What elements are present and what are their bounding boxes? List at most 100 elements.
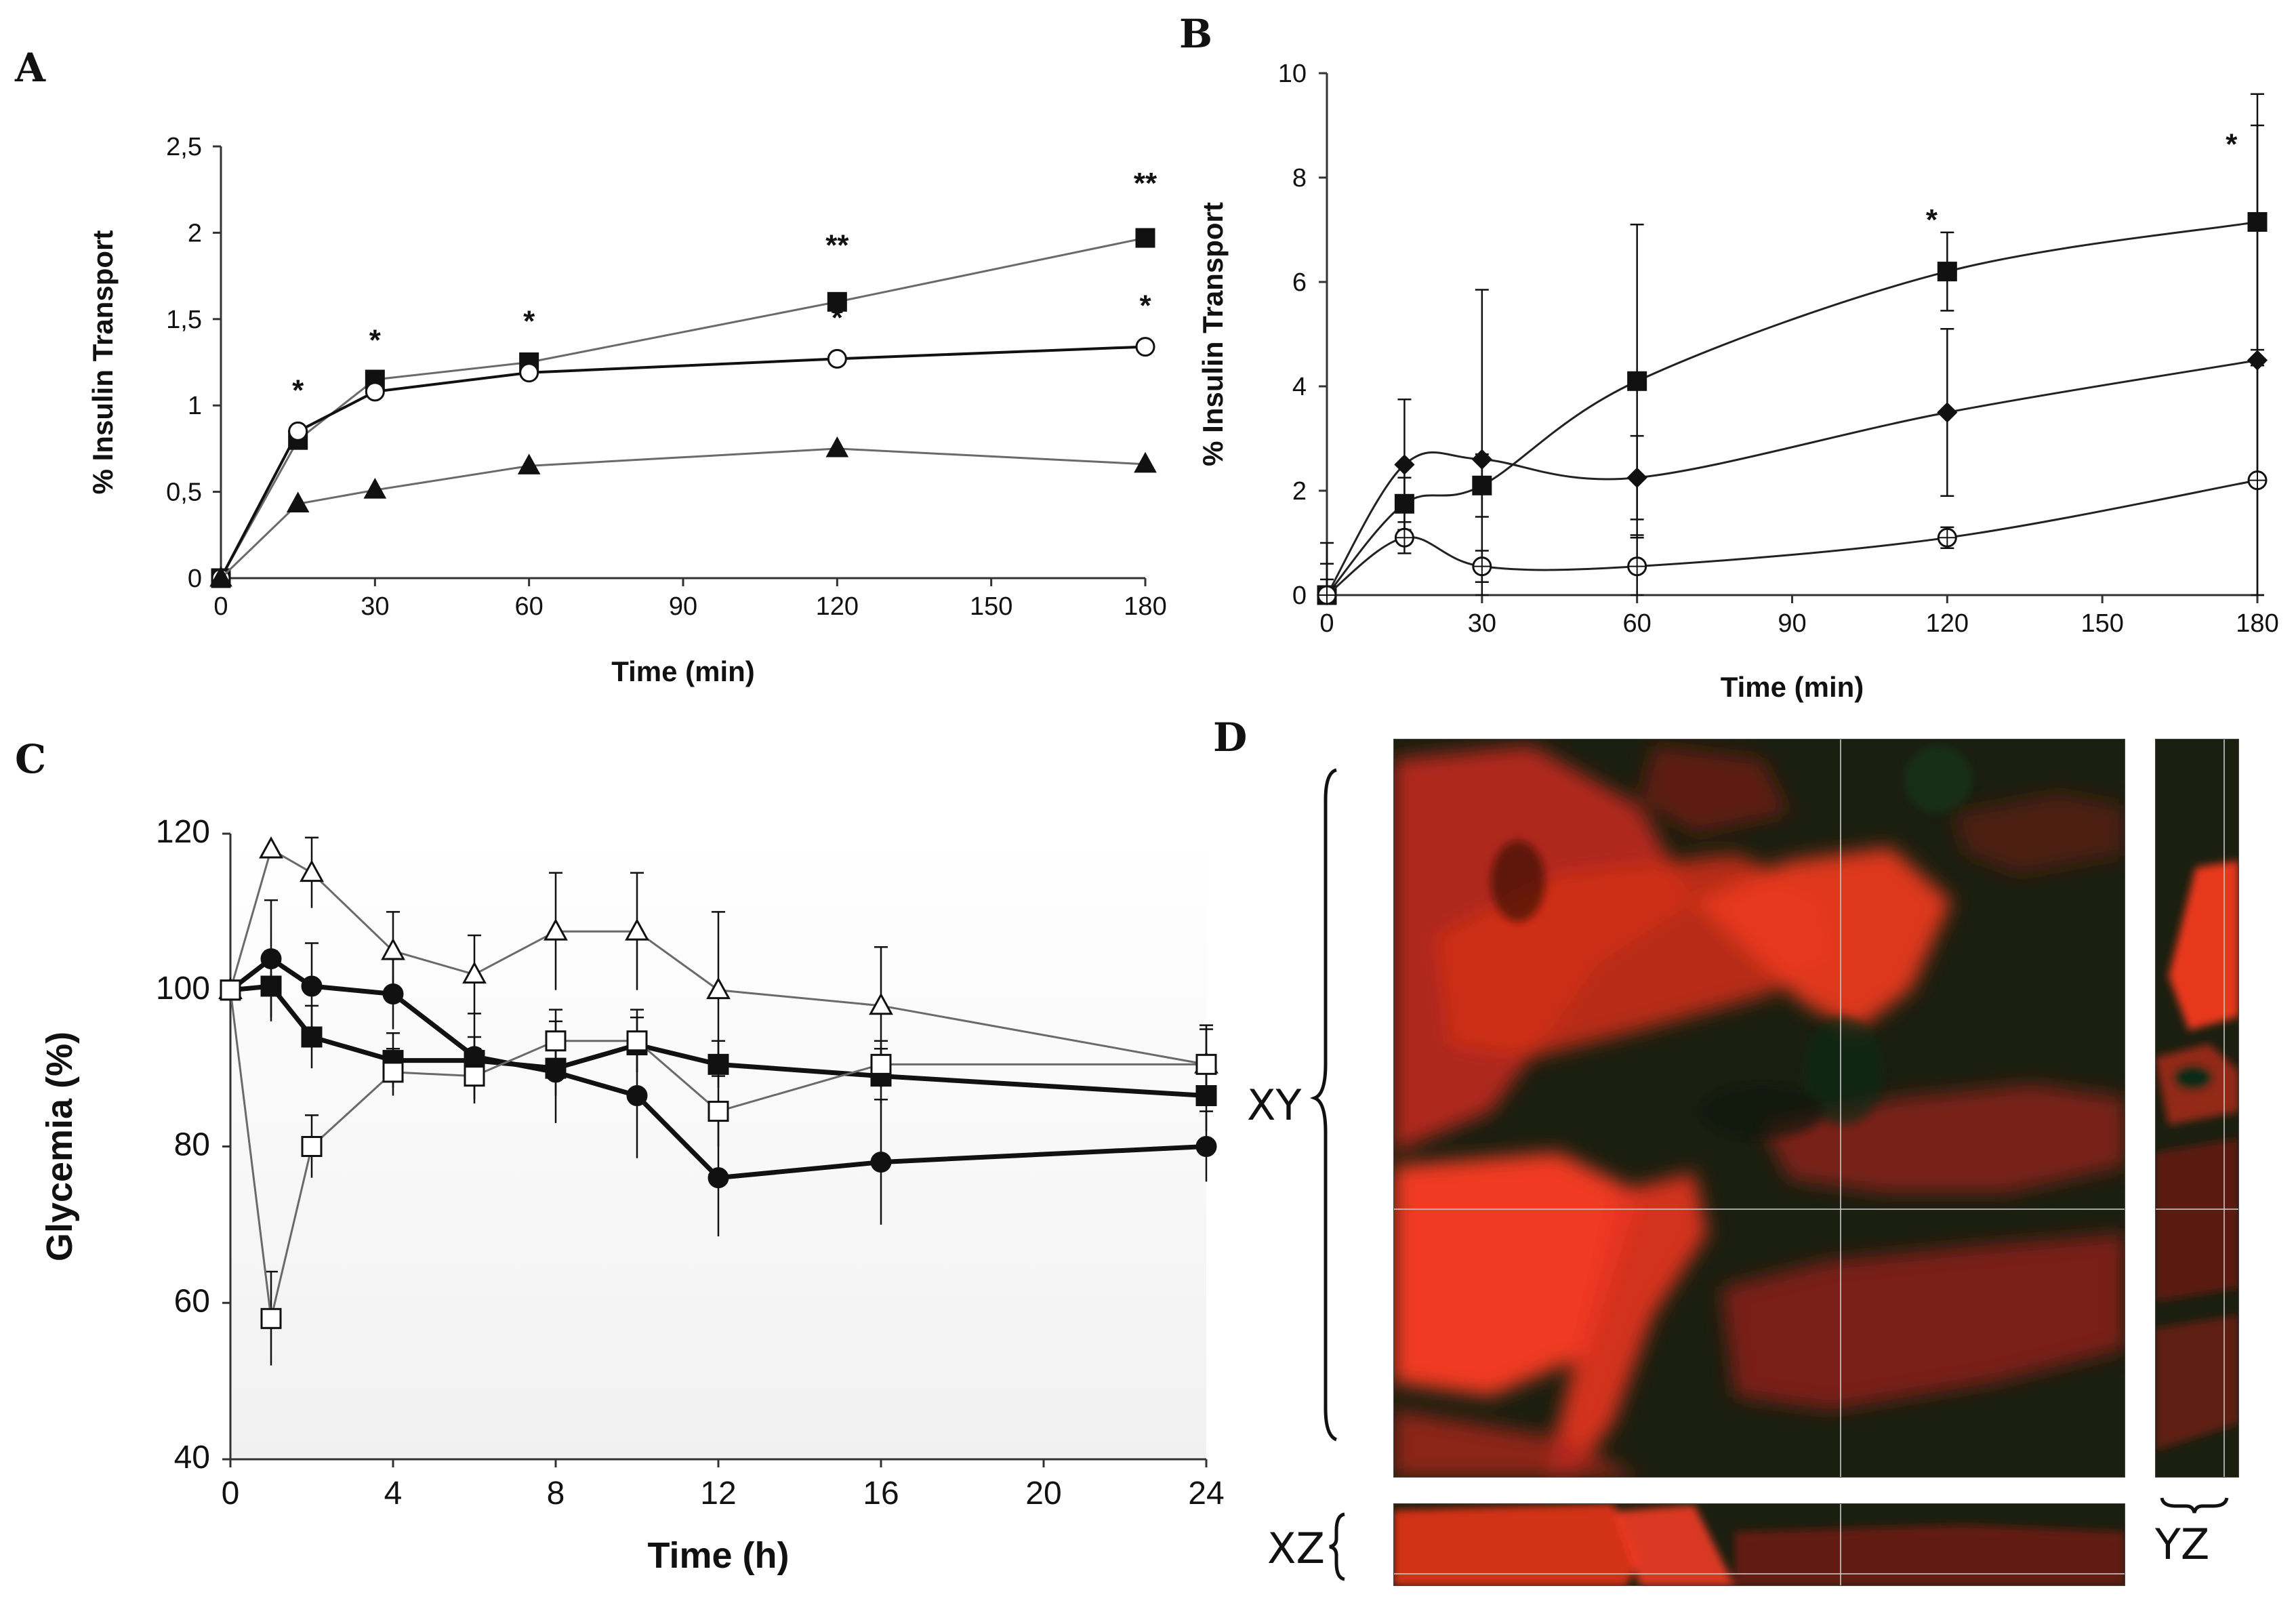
- chart-a: 0 30 60 90 120 150 180 0 0,5 1 1,5 2 2,5 Time (min) % …: [87, 133, 1167, 687]
- data-point: [209, 565, 232, 587]
- data-point: [382, 983, 404, 1005]
- series-line: [229, 847, 1207, 1065]
- data-point: [301, 1026, 323, 1048]
- significance-marker: *: [523, 305, 535, 338]
- series-open-circles: [1317, 364, 2268, 605]
- data-point: [626, 1085, 648, 1107]
- y-tick-label: 100: [156, 971, 210, 1007]
- x-tick-label: 0: [222, 1476, 240, 1511]
- panel-letter-a: A: [14, 45, 46, 91]
- x-tick-label: 20: [1025, 1476, 1061, 1511]
- x-tick-label: 4: [384, 1476, 403, 1511]
- y-tick-label: 4: [1292, 373, 1307, 401]
- y-axis-label: % Insulin Transport: [1197, 202, 1229, 466]
- significance-marker: *: [2226, 127, 2238, 161]
- data-point: [825, 436, 849, 458]
- series-line: [220, 237, 1146, 579]
- data-point: [260, 975, 282, 997]
- series-filled-diamonds: [1316, 124, 2268, 606]
- y-tick-label: 80: [174, 1127, 210, 1163]
- x-tick-label: 120: [816, 592, 859, 621]
- xy-image: [1393, 739, 2125, 1478]
- y-tick-label: 10: [1278, 60, 1307, 88]
- data-point: [382, 1061, 404, 1083]
- series-line: [230, 983, 1207, 1099]
- y-tick-label: 2: [188, 219, 202, 247]
- xz-brace: [1329, 1512, 1345, 1581]
- series-filled-triangles: [209, 436, 1157, 587]
- x-tick-label: 0: [213, 592, 228, 621]
- significance-marker: **: [825, 229, 849, 262]
- data-point: [363, 477, 387, 499]
- x-tick-label: 12: [700, 1476, 736, 1511]
- xy-brace: [1309, 768, 1338, 1442]
- x-tick-label: 150: [2080, 609, 2123, 638]
- x-tick-label: 90: [669, 592, 697, 621]
- y-tick-label: 0,5: [166, 479, 202, 507]
- x-tick-label: 60: [1623, 609, 1652, 638]
- series-open-triangles: [218, 836, 1218, 1104]
- data-point: [517, 453, 541, 474]
- data-point: [1626, 467, 1647, 488]
- data-point: [870, 1053, 892, 1075]
- series-line: [1326, 479, 2258, 596]
- data-point: [626, 1030, 648, 1052]
- significance-marker: *: [292, 374, 304, 407]
- x-tick-label: 180: [1124, 592, 1166, 621]
- xy-label: XY: [1247, 1080, 1301, 1130]
- significance-marker: *: [369, 324, 382, 357]
- data-point: [220, 979, 241, 1001]
- data-point: [1134, 451, 1157, 473]
- y-tick-label: 1,5: [166, 306, 202, 334]
- data-point: [708, 1167, 729, 1189]
- data-point: [365, 382, 385, 402]
- y-tick-label: 60: [174, 1283, 210, 1319]
- y-tick-label: 2: [1292, 477, 1307, 506]
- y-tick-label: 120: [156, 814, 210, 850]
- data-point: [1135, 337, 1155, 357]
- series-line: [1326, 220, 2258, 596]
- data-point: [708, 1101, 729, 1122]
- microscopy-panel: XY XZ YZ: [1247, 739, 2239, 1586]
- data-point: [708, 1053, 729, 1075]
- data-point: [544, 918, 568, 941]
- panel-letter-d: D: [1213, 714, 1247, 760]
- y-tick-label: 1: [188, 392, 202, 420]
- data-point: [301, 1136, 323, 1157]
- panel-letter-c: C: [15, 736, 46, 782]
- x-tick-label: 90: [1778, 609, 1806, 638]
- series-line: [1326, 359, 2258, 596]
- data-point: [1135, 228, 1155, 248]
- data-point: [827, 291, 847, 312]
- chart-b: 0 30 60 90 120 150 180 0 2 4 6 8 10 Time (min) % Insul…: [1197, 60, 2279, 703]
- data-point: [1195, 1136, 1217, 1157]
- x-axis-label: Time (min): [611, 655, 755, 687]
- data-point: [1471, 449, 1492, 470]
- y-axis-label: Glycemia (%): [39, 1032, 80, 1261]
- data-point: [1627, 371, 1647, 391]
- significance-marker: *: [1139, 289, 1151, 323]
- data-point: [1937, 402, 1958, 423]
- y-tick-label: 0: [1292, 582, 1307, 610]
- significance-marker: *: [832, 302, 844, 335]
- series-filled-squares: [1317, 93, 2268, 605]
- series-line: [220, 345, 1146, 579]
- y-tick-label: 2,5: [166, 133, 202, 161]
- data-point: [545, 1030, 567, 1052]
- data-point: [1394, 454, 1415, 475]
- data-point: [464, 1065, 485, 1087]
- significance-marker: **: [1134, 167, 1157, 200]
- x-tick-label: 180: [2236, 609, 2278, 638]
- yz-brace: [2160, 1497, 2229, 1513]
- data-point: [259, 836, 283, 859]
- y-axis-label: % Insulin Transport: [87, 230, 119, 495]
- data-point: [260, 1307, 282, 1329]
- x-tick-label: 24: [1188, 1476, 1224, 1511]
- yz-image: [2155, 739, 2239, 1478]
- yz-label: YZ: [2154, 1520, 2209, 1569]
- data-point: [625, 918, 649, 941]
- x-axis-label: Time (h): [647, 1535, 789, 1576]
- x-tick-label: 30: [361, 592, 389, 621]
- x-tick-label: 60: [515, 592, 544, 621]
